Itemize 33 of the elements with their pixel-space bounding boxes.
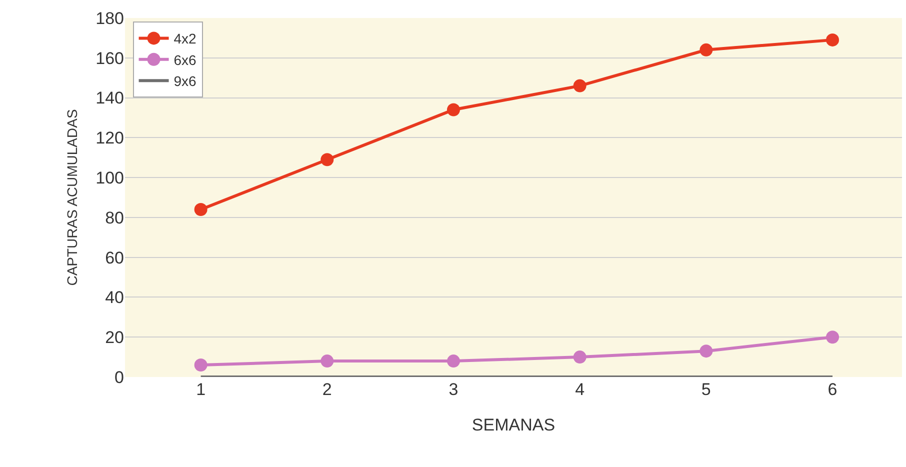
x-tick-label: 6 (828, 380, 838, 399)
legend-label: 4x2 (174, 30, 197, 47)
y-tick-label: 40 (105, 288, 124, 308)
x-tick-label: 4 (575, 380, 585, 399)
y-tick-label: 100 (96, 168, 124, 188)
y-axis-title: CAPTURAS ACUMULADAS (64, 109, 80, 286)
point (446, 103, 460, 116)
point (194, 358, 208, 372)
point (320, 354, 334, 368)
point (320, 153, 334, 166)
y-tick-label: 60 (105, 248, 124, 268)
x-axis-title: SEMANAS (472, 415, 556, 434)
x-tick-label: 3 (448, 380, 458, 399)
point (446, 354, 460, 368)
point (700, 344, 713, 358)
point (573, 79, 586, 92)
point (826, 33, 840, 46)
x-tick-label: 1 (196, 380, 206, 399)
y-tick-label: 180 (96, 8, 124, 28)
point (700, 43, 713, 56)
legend-label: 6x6 (174, 52, 197, 68)
y-tick-label: 160 (96, 48, 124, 68)
y-tick-label: 0 (114, 368, 124, 387)
x-tick-label: 2 (322, 380, 332, 399)
y-tick-label: 80 (105, 208, 124, 228)
point (573, 350, 586, 364)
x-tick-label: 5 (701, 380, 711, 399)
y-tick-label: 140 (96, 88, 124, 108)
y-tick-label: 20 (105, 328, 124, 348)
legend-label: 9x6 (174, 73, 197, 90)
y-tick-label: 120 (96, 128, 124, 148)
point (826, 330, 840, 344)
point (194, 202, 208, 216)
